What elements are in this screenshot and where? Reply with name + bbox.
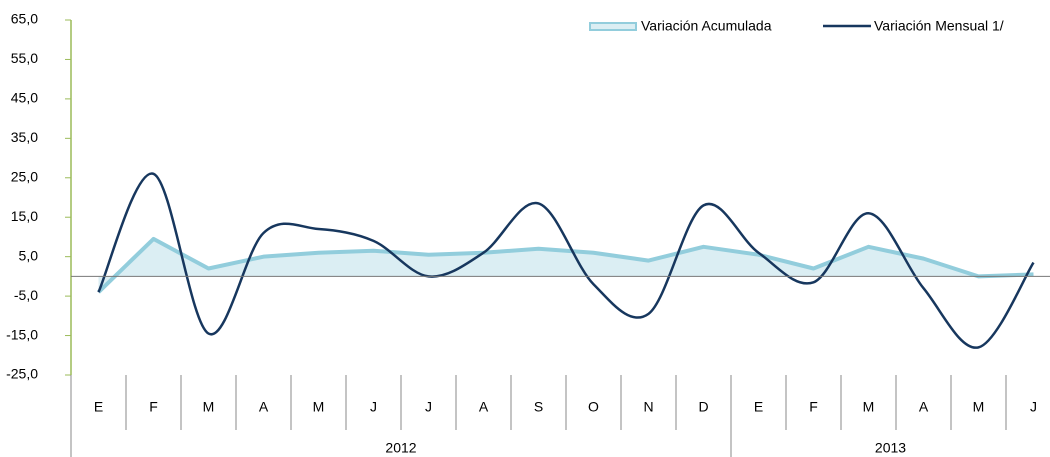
y-tick-label: 45,0	[11, 90, 38, 106]
area-line	[97, 236, 1034, 294]
x-tick-label: M	[863, 399, 875, 415]
x-tick-label: E	[94, 399, 103, 415]
x-tick-label: D	[698, 399, 708, 415]
x-tick-label: J	[370, 399, 377, 415]
x-tick-label: A	[259, 399, 269, 415]
y-tick-label: -25,0	[6, 366, 38, 382]
x-tick-label: J	[425, 399, 432, 415]
legend-swatch	[589, 22, 637, 31]
year-label: 2013	[875, 440, 906, 456]
y-tick-label: -15,0	[6, 326, 38, 342]
legend-label: Variación Mensual 1/	[874, 18, 1004, 34]
y-tick-label: 55,0	[11, 50, 38, 66]
x-tick-label: E	[754, 399, 763, 415]
x-tick-label: A	[479, 399, 489, 415]
y-tick-label: 35,0	[11, 129, 38, 145]
x-tick-label: N	[643, 399, 653, 415]
x-tick-label: M	[203, 399, 215, 415]
y-tick-label: -5,0	[14, 287, 38, 303]
x-tick-label: M	[973, 399, 985, 415]
line	[97, 172, 1035, 349]
y-tick-label: 15,0	[11, 208, 38, 224]
x-tick-label: J	[1030, 399, 1037, 415]
x-tick-label: S	[534, 399, 543, 415]
y-tick-label: 65,0	[11, 11, 38, 27]
legend-label: Variación Acumulada	[641, 18, 772, 34]
y-tick-label: 5,0	[19, 247, 39, 263]
x-tick-label: A	[919, 399, 929, 415]
y-tick-label: 25,0	[11, 168, 38, 184]
x-tick-label: M	[313, 399, 325, 415]
x-tick-label: F	[149, 399, 158, 415]
x-tick-label: F	[809, 399, 818, 415]
x-tick-label: O	[588, 399, 599, 415]
year-label: 2012	[385, 440, 416, 456]
